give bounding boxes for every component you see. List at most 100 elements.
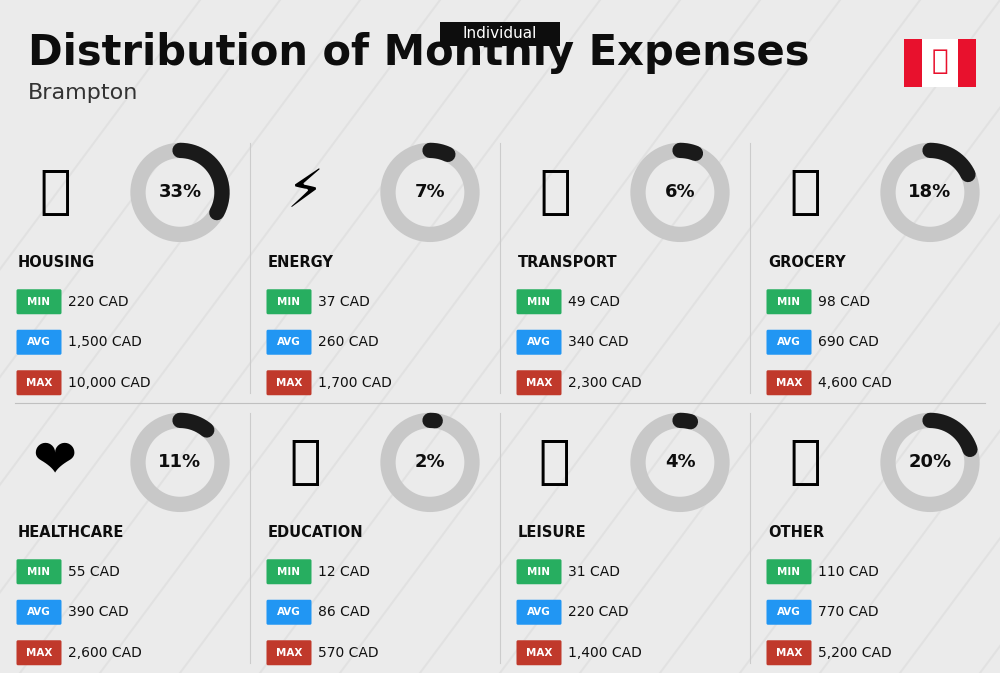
Text: HEALTHCARE: HEALTHCARE (18, 525, 124, 540)
Text: MIN: MIN (278, 567, 300, 577)
Text: 31 CAD: 31 CAD (568, 565, 620, 579)
FancyBboxPatch shape (516, 559, 562, 584)
Text: 4,600 CAD: 4,600 CAD (818, 376, 892, 390)
Text: MIN: MIN (28, 297, 50, 307)
Text: 🎓: 🎓 (289, 436, 321, 489)
FancyBboxPatch shape (440, 22, 560, 46)
FancyBboxPatch shape (266, 600, 312, 625)
Text: MAX: MAX (526, 378, 552, 388)
Text: 1,400 CAD: 1,400 CAD (568, 646, 642, 660)
Text: ⚡: ⚡ (287, 166, 324, 219)
Text: MIN: MIN (28, 567, 50, 577)
Text: LEISURE: LEISURE (518, 525, 587, 540)
FancyBboxPatch shape (266, 330, 312, 355)
Text: 🛒: 🛒 (789, 166, 821, 219)
Text: MIN: MIN (278, 297, 300, 307)
Text: 🏢: 🏢 (39, 166, 71, 219)
FancyBboxPatch shape (266, 640, 312, 665)
Text: ❤️: ❤️ (33, 436, 77, 489)
Text: MIN: MIN (528, 567, 550, 577)
FancyBboxPatch shape (16, 289, 62, 314)
Text: 10,000 CAD: 10,000 CAD (68, 376, 151, 390)
Text: MIN: MIN (778, 567, 800, 577)
Text: 🍁: 🍁 (932, 47, 948, 75)
Text: 11%: 11% (158, 454, 202, 471)
Text: 33%: 33% (158, 184, 202, 201)
Text: 340 CAD: 340 CAD (568, 335, 629, 349)
Text: AVG: AVG (27, 337, 51, 347)
FancyBboxPatch shape (767, 289, 812, 314)
Text: OTHER: OTHER (768, 525, 824, 540)
FancyBboxPatch shape (767, 370, 812, 395)
FancyBboxPatch shape (767, 330, 812, 355)
Text: 110 CAD: 110 CAD (818, 565, 879, 579)
Text: 260 CAD: 260 CAD (318, 335, 379, 349)
Text: 220 CAD: 220 CAD (568, 605, 629, 619)
Text: EDUCATION: EDUCATION (268, 525, 364, 540)
Text: AVG: AVG (277, 607, 301, 617)
Text: 1,700 CAD: 1,700 CAD (318, 376, 392, 390)
Text: TRANSPORT: TRANSPORT (518, 255, 618, 270)
Text: 770 CAD: 770 CAD (818, 605, 879, 619)
Text: 690 CAD: 690 CAD (818, 335, 879, 349)
FancyBboxPatch shape (16, 640, 62, 665)
Text: 2,300 CAD: 2,300 CAD (568, 376, 642, 390)
Text: 37 CAD: 37 CAD (318, 295, 370, 309)
Text: GROCERY: GROCERY (768, 255, 846, 270)
Text: 86 CAD: 86 CAD (318, 605, 370, 619)
Text: MAX: MAX (276, 647, 302, 658)
Text: MAX: MAX (776, 378, 802, 388)
Text: 7%: 7% (415, 184, 445, 201)
Text: 2,600 CAD: 2,600 CAD (68, 646, 142, 660)
FancyBboxPatch shape (767, 640, 812, 665)
Text: MAX: MAX (26, 378, 52, 388)
Text: MAX: MAX (776, 647, 802, 658)
FancyBboxPatch shape (516, 289, 562, 314)
Text: 👛: 👛 (789, 436, 821, 489)
Text: AVG: AVG (777, 607, 801, 617)
Text: MAX: MAX (26, 647, 52, 658)
Text: 18%: 18% (908, 184, 952, 201)
Text: Distribution of Monthly Expenses: Distribution of Monthly Expenses (28, 32, 810, 74)
Text: 98 CAD: 98 CAD (818, 295, 870, 309)
Text: 🛍️: 🛍️ (539, 436, 571, 489)
Text: Brampton: Brampton (28, 83, 138, 103)
Text: 4%: 4% (665, 454, 695, 471)
FancyBboxPatch shape (16, 600, 62, 625)
FancyBboxPatch shape (16, 370, 62, 395)
FancyBboxPatch shape (16, 559, 62, 584)
Text: MAX: MAX (526, 647, 552, 658)
FancyBboxPatch shape (266, 370, 312, 395)
FancyBboxPatch shape (16, 330, 62, 355)
FancyBboxPatch shape (767, 600, 812, 625)
Text: 2%: 2% (415, 454, 445, 471)
Text: 390 CAD: 390 CAD (68, 605, 129, 619)
Text: 220 CAD: 220 CAD (68, 295, 129, 309)
Text: 55 CAD: 55 CAD (68, 565, 120, 579)
Text: MIN: MIN (528, 297, 550, 307)
Text: 1,500 CAD: 1,500 CAD (68, 335, 142, 349)
FancyBboxPatch shape (266, 289, 312, 314)
Text: AVG: AVG (777, 337, 801, 347)
Text: 12 CAD: 12 CAD (318, 565, 370, 579)
Text: AVG: AVG (277, 337, 301, 347)
Text: 5,200 CAD: 5,200 CAD (818, 646, 892, 660)
FancyBboxPatch shape (516, 640, 562, 665)
Text: 6%: 6% (665, 184, 695, 201)
Text: AVG: AVG (27, 607, 51, 617)
Text: 🚌: 🚌 (539, 166, 571, 219)
FancyBboxPatch shape (266, 559, 312, 584)
FancyBboxPatch shape (904, 39, 922, 87)
Text: 570 CAD: 570 CAD (318, 646, 379, 660)
FancyBboxPatch shape (516, 370, 562, 395)
FancyBboxPatch shape (767, 559, 812, 584)
FancyBboxPatch shape (958, 39, 976, 87)
Text: HOUSING: HOUSING (18, 255, 95, 270)
FancyBboxPatch shape (516, 600, 562, 625)
Text: MAX: MAX (276, 378, 302, 388)
Text: MIN: MIN (778, 297, 800, 307)
Text: AVG: AVG (527, 337, 551, 347)
Text: ENERGY: ENERGY (268, 255, 334, 270)
FancyBboxPatch shape (516, 330, 562, 355)
Text: 20%: 20% (908, 454, 952, 471)
